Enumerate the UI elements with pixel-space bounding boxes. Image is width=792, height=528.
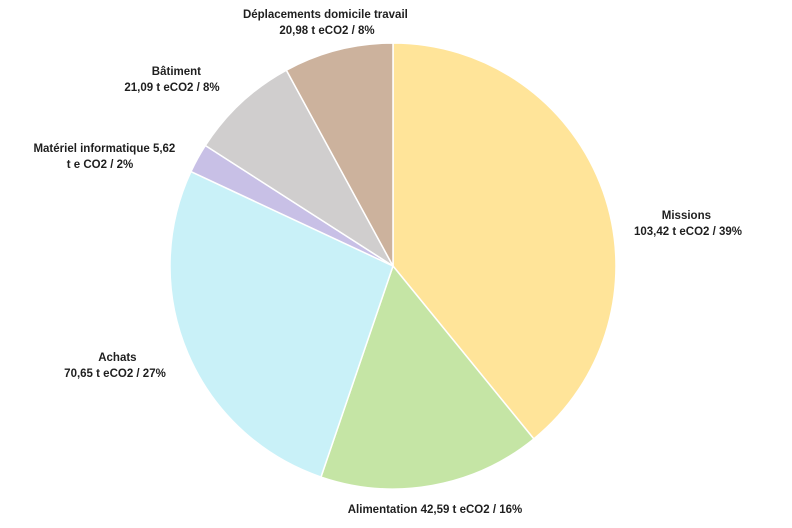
label-missions: Missions 103,42 t eCO2 / 39%	[634, 210, 742, 238]
label-materiel-name: Matériel informatique 5,62	[33, 143, 175, 155]
label-achats-value: 70,65 t eCO2 / 27%	[64, 368, 166, 380]
label-achats-name: Achats	[98, 352, 136, 364]
label-batiment-value: 21,09 t eCO2 / 8%	[124, 82, 219, 94]
label-missions-value: 103,42 t eCO2 / 39%	[634, 226, 742, 238]
label-deplacements-value: 20,98 t eCO2 / 8%	[279, 25, 374, 37]
label-missions-name: Missions	[662, 210, 711, 222]
pie-slice-batiment	[204, 69, 394, 267]
label-materiel-informatique: Matériel informatique 5,62 t e CO2 / 2%	[33, 143, 178, 171]
label-alimentation-value: Alimentation 42,59 t eCO2 / 16%	[348, 504, 522, 516]
label-deplacements-name: Déplacements domicile travail	[243, 9, 408, 21]
pie-slices	[169, 42, 617, 490]
label-batiment: Bâtiment 21,09 t eCO2 / 8%	[124, 66, 219, 94]
label-alimentation: Alimentation 42,59 t eCO2 / 16%	[348, 504, 522, 516]
pie-slice-missions	[392, 42, 617, 440]
label-deplacements: Déplacements domicile travail 20,98 t eC…	[243, 9, 411, 37]
label-materiel-value: t e CO2 / 2%	[67, 159, 133, 171]
label-batiment-name: Bâtiment	[152, 66, 201, 78]
label-achats: Achats 70,65 t eCO2 / 27%	[64, 352, 166, 380]
pie-slice-achats	[169, 170, 394, 478]
pie-slice-deplacements-domicile-travail	[285, 42, 394, 267]
